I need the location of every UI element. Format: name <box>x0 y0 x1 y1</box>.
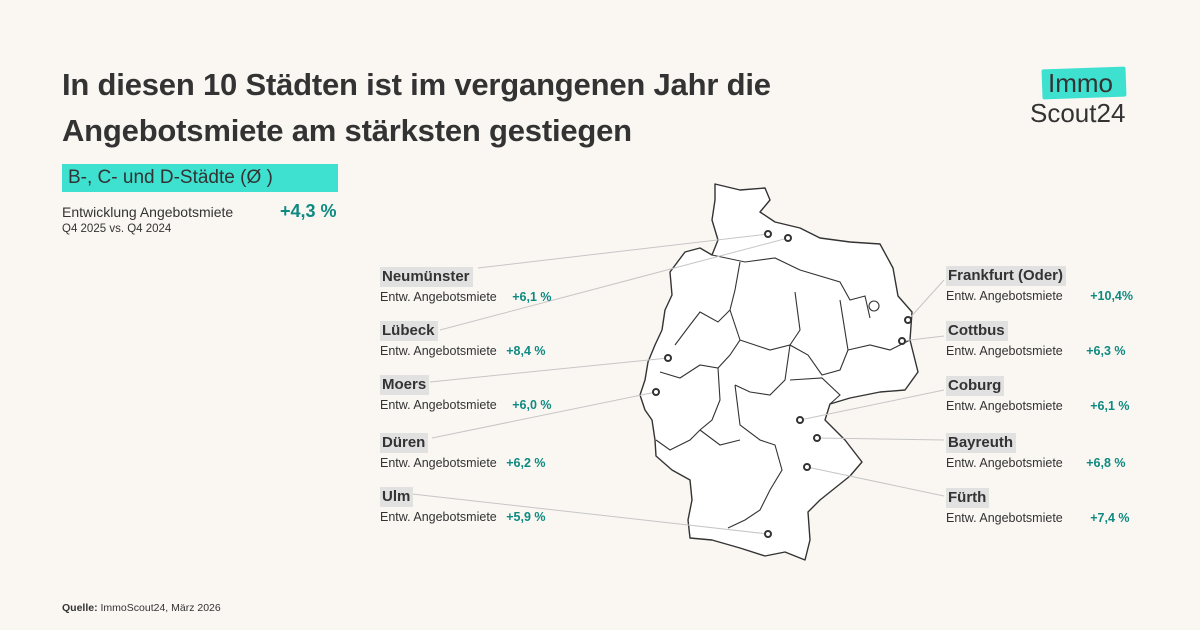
city-name: Moers <box>380 375 430 395</box>
city-metric-row: Entw. Angebotsmiete +6,2 % <box>380 456 546 470</box>
marker-neumuenster <box>764 230 772 238</box>
leader-moers <box>429 357 669 383</box>
border-sachsen <box>847 339 911 351</box>
city-markers <box>652 230 912 538</box>
city-name: Cottbus <box>946 321 1008 341</box>
city-metric: Entw. Angebotsmiete <box>380 290 497 304</box>
leader-neumuenster <box>477 233 769 269</box>
city-name: Düren <box>380 433 429 453</box>
city-metric: Entw. Angebotsmiete <box>946 289 1063 303</box>
development-label: Entwicklung Angebotsmiete <box>62 204 234 220</box>
city-name: Neumünster <box>380 267 473 287</box>
city-metric-row: Entw. Angebotsmiete +8,4 % <box>380 344 546 358</box>
border-thueringen <box>789 377 841 405</box>
city-label-neumuenster: Neumünster Entw. Angebotsmiete +6,1 % <box>380 267 552 304</box>
city-name: Frankfurt (Oder) <box>946 266 1067 286</box>
marker-ulm <box>764 530 772 538</box>
marker-bayreuth <box>813 434 821 442</box>
leader-lines <box>411 233 945 535</box>
city-metric-row: Entw. Angebotsmiete +6,0 % <box>380 398 552 412</box>
city-metric: Entw. Angebotsmiete <box>380 398 497 412</box>
border-brandenburg <box>799 269 871 319</box>
city-metric: Entw. Angebotsmiete <box>380 510 497 524</box>
leader-coburg <box>799 389 945 421</box>
leader-frankfurt-oder <box>907 279 945 321</box>
border-bw-bayern <box>727 384 783 529</box>
city-name: Coburg <box>946 376 1005 396</box>
city-label-coburg: Coburg Entw. Angebotsmiete +6,1 % <box>946 376 1130 413</box>
leader-luebeck <box>439 237 789 331</box>
immoscout24-logo: Immo Scout24 <box>1028 66 1140 130</box>
germany-outline <box>639 183 919 561</box>
city-value: +6,1 % <box>1090 399 1130 413</box>
state-borders <box>655 254 911 529</box>
development-value: +4,3 % <box>280 201 337 221</box>
city-metric-row: Entw. Angebotsmiete +6,3 % <box>946 344 1126 358</box>
city-value: +10,4% <box>1090 289 1133 303</box>
city-name: Lübeck <box>380 321 438 341</box>
city-label-ulm: Ulm Entw. Angebotsmiete +5,9 % <box>380 487 546 524</box>
city-value: +6,1 % <box>512 290 552 304</box>
marker-cottbus <box>898 337 906 345</box>
leader-dueren <box>431 391 657 439</box>
city-label-moers: Moers Entw. Angebotsmiete +6,0 % <box>380 375 552 412</box>
marker-fuerth <box>803 463 811 471</box>
city-metric: Entw. Angebotsmiete <box>380 344 497 358</box>
border-niedersachsen <box>674 261 741 346</box>
city-metric-row: Entw. Angebotsmiete +10,4% <box>946 289 1133 303</box>
leader-cottbus <box>901 335 945 342</box>
source-text: ImmoScout24, März 2026 <box>100 602 221 614</box>
city-value: +7,4 % <box>1090 511 1130 525</box>
title-line-2: Angebotsmiete am stärksten gestiegen <box>62 113 632 148</box>
source-label: Quelle: <box>62 602 98 614</box>
city-value: +5,9 % <box>506 510 546 524</box>
city-class-badge: B-, C- und D-Städte (Ø ) <box>62 164 338 192</box>
city-label-dueren: Düren Entw. Angebotsmiete +6,2 % <box>380 433 546 470</box>
city-value: +8,4 % <box>506 344 546 358</box>
period-label: Q4 2025 vs. Q4 2024 <box>62 223 172 235</box>
city-metric-row: Entw. Angebotsmiete +7,4 % <box>946 511 1130 525</box>
logo-scout-text: Scout24 <box>1030 98 1126 128</box>
page-title: In diesen 10 Städten ist im vergangenen … <box>62 62 962 154</box>
marker-coburg <box>796 416 804 424</box>
city-value: +6,0 % <box>512 398 552 412</box>
city-value: +6,2 % <box>506 456 546 470</box>
city-label-frankfurt-oder: Frankfurt (Oder) Entw. Angebotsmiete +10… <box>946 266 1133 303</box>
city-name: Bayreuth <box>946 433 1017 453</box>
border-north <box>711 254 801 271</box>
city-metric: Entw. Angebotsmiete <box>946 399 1063 413</box>
marker-luebeck <box>784 234 792 242</box>
leader-fuerth <box>806 466 945 497</box>
city-label-bayreuth: Bayreuth Entw. Angebotsmiete +6,8 % <box>946 433 1126 470</box>
marker-dueren <box>652 388 660 396</box>
leader-bayreuth <box>816 437 945 441</box>
berlin-border <box>868 300 880 312</box>
city-metric: Entw. Angebotsmiete <box>946 344 1063 358</box>
city-metric-row: Entw. Angebotsmiete +6,1 % <box>380 290 552 304</box>
city-value: +6,8 % <box>1086 456 1126 470</box>
city-metric-row: Entw. Angebotsmiete +5,9 % <box>380 510 546 524</box>
city-metric: Entw. Angebotsmiete <box>946 511 1063 525</box>
city-name: Ulm <box>380 487 414 507</box>
border-hessen <box>734 339 791 396</box>
border-saarland <box>699 429 741 446</box>
border-sachsen-anhalt <box>789 291 849 376</box>
logo-immo-text: Immo <box>1048 68 1113 98</box>
city-metric: Entw. Angebotsmiete <box>946 456 1063 470</box>
city-label-luebeck: Lübeck Entw. Angebotsmiete +8,4 % <box>380 321 546 358</box>
marker-moers <box>664 354 672 362</box>
marker-frankfurt-oder <box>904 316 912 324</box>
source-note: Quelle: ImmoScout24, März 2026 <box>62 602 221 614</box>
city-metric-row: Entw. Angebotsmiete +6,8 % <box>946 456 1126 470</box>
city-metric: Entw. Angebotsmiete <box>380 456 497 470</box>
city-label-cottbus: Cottbus Entw. Angebotsmiete +6,3 % <box>946 321 1126 358</box>
title-line-1: In diesen 10 Städten ist im vergangenen … <box>62 67 771 102</box>
leader-ulm <box>411 493 769 535</box>
city-label-fuerth: Fürth Entw. Angebotsmiete +7,4 % <box>946 488 1130 525</box>
city-value: +6,3 % <box>1086 344 1126 358</box>
city-metric-row: Entw. Angebotsmiete +6,1 % <box>946 399 1130 413</box>
city-name: Fürth <box>946 488 990 508</box>
